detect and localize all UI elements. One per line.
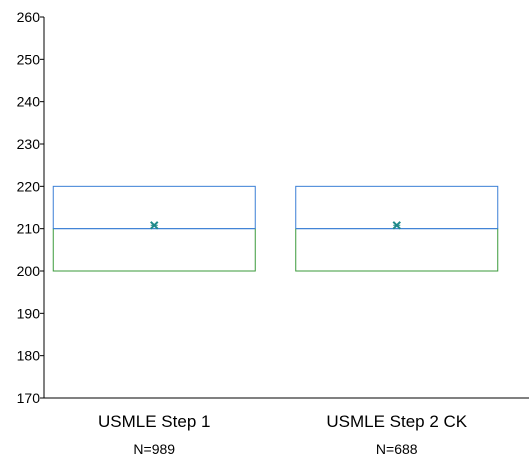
y-tick-label: 200 <box>17 263 41 279</box>
y-tick-label: 180 <box>17 348 41 364</box>
y-axis-ticks: 170 180 190 200 210 220 230 240 250 260 <box>17 9 44 406</box>
box-1 <box>52 185 256 272</box>
y-tick-label: 210 <box>17 221 41 237</box>
lower-box <box>52 228 256 272</box>
x-n-label: N=989 <box>133 441 175 457</box>
boxes <box>52 185 499 272</box>
axes <box>43 17 529 399</box>
y-tick-label: 230 <box>17 136 41 152</box>
y-tick-label: 240 <box>17 94 41 110</box>
x-n-label: N=688 <box>376 441 418 457</box>
mean-marker <box>392 221 401 230</box>
lower-box <box>295 228 499 272</box>
y-tick-label: 220 <box>17 178 41 194</box>
upper-box <box>295 185 499 230</box>
upper-box <box>52 185 256 230</box>
y-tick-label: 250 <box>17 51 41 67</box>
x-category-label: USMLE Step 1 <box>98 412 210 431</box>
box-2 <box>295 185 499 272</box>
y-tick-label: 170 <box>17 390 41 406</box>
y-tick-label: 190 <box>17 305 41 321</box>
x-category-label: USMLE Step 2 CK <box>326 412 467 431</box>
x-axis-labels: USMLE Step 1 N=989 USMLE Step 2 CK N=688 <box>98 412 468 457</box>
mean-marker <box>150 221 159 230</box>
y-tick-label: 260 <box>17 9 41 25</box>
